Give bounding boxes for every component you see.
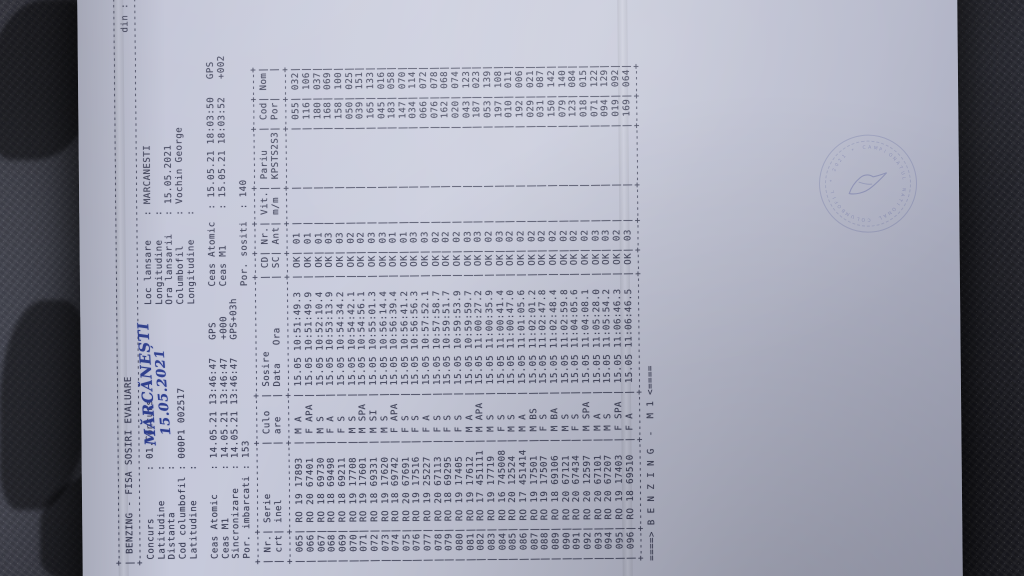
- report-text: +---------------------------------------…: [108, 0, 658, 566]
- rotated-content: +---------------------------------------…: [94, 0, 945, 572]
- pigeon-icon: [848, 172, 888, 195]
- printed-sheet: +---------------------------------------…: [77, 0, 963, 576]
